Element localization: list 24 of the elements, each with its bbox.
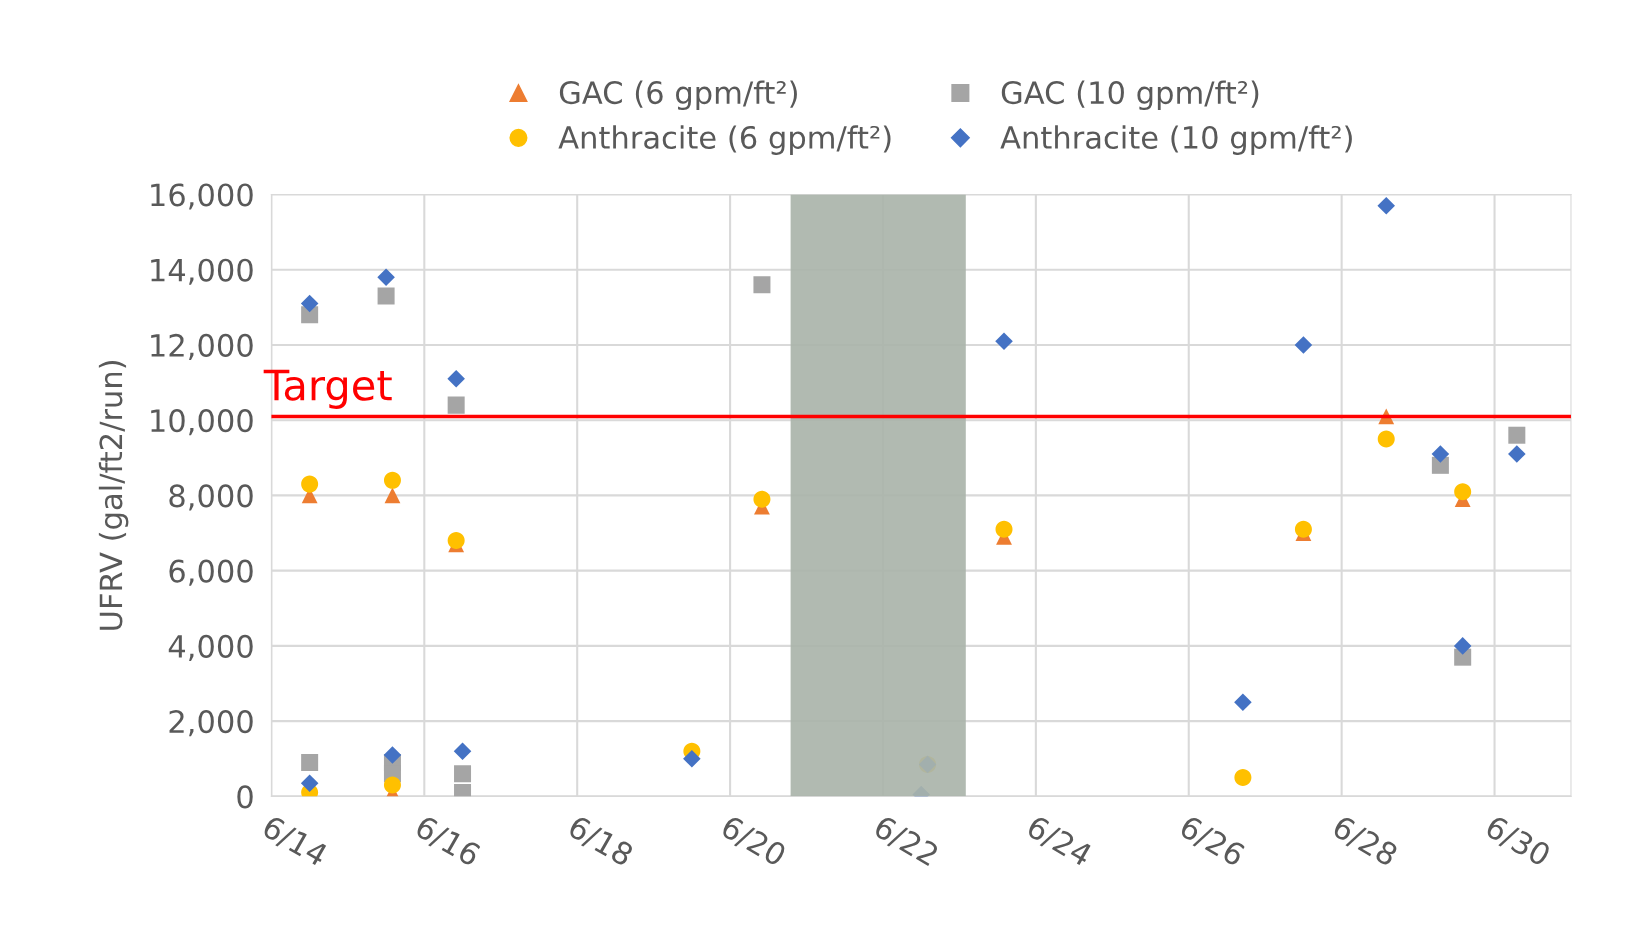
x-tick-label: 6/30: [1483, 814, 1552, 869]
y-tick-label: 6,000: [169, 559, 253, 586]
y-tick-label: 4,000: [168, 634, 253, 662]
x-tick-label: 6/24: [1024, 814, 1094, 870]
ref-line-label: Target: [263, 369, 392, 409]
legend-label: Anthracite (10 gpm/ft²): [1000, 125, 1352, 155]
x-tick-label: 6/28: [1330, 814, 1399, 869]
y-tick-label: 14,000: [151, 258, 253, 285]
legend-label: GAC (6 gpm/ft²): [559, 80, 797, 111]
y-tick-label: 12,000: [151, 333, 253, 361]
y-tick-label: 8,000: [169, 484, 253, 511]
y-tick-label: 10,000: [151, 409, 253, 436]
y-tick-label: 2,000: [169, 710, 253, 737]
x-tick-label: 6/20: [718, 814, 788, 869]
x-tick-label: 6/18: [566, 814, 635, 869]
x-tick-label: 6/26: [1177, 814, 1247, 869]
legend-label: Anthracite (6 gpm/ft²): [558, 125, 891, 155]
y-tick-label: 16,000: [151, 183, 253, 210]
y-tick-label: 0: [237, 785, 253, 809]
legend-label: GAC (10 gpm/ft²): [1001, 80, 1259, 111]
x-tick-label: 6/16: [413, 814, 482, 869]
y-axis-title: UFRV (gal/ft2/run): [98, 360, 129, 630]
x-tick-label: 6/22: [871, 814, 940, 869]
x-tick-label: 6/14: [260, 814, 330, 870]
